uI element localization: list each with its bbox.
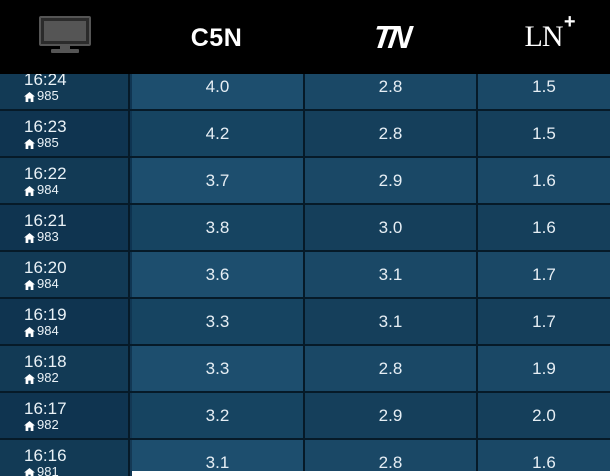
table-row: 16:21 983 3.8 3.0 1.6	[0, 205, 610, 252]
home-icon	[24, 185, 35, 196]
time-label: 16:18	[24, 351, 67, 371]
ln-value: 1.9	[478, 346, 610, 391]
ln-value: 2.0	[478, 393, 610, 438]
ln-header-cell: LN +	[477, 0, 610, 74]
tn-value: 3.1	[305, 252, 478, 297]
home-count-value: 983	[37, 228, 59, 244]
tn-logo: TN	[370, 18, 410, 55]
home-count-value: 982	[37, 416, 59, 432]
tn-value: 2.8	[305, 111, 478, 156]
time-label: 16:17	[24, 398, 67, 418]
monitor-icon	[37, 15, 93, 60]
tn-value: 2.9	[305, 393, 478, 438]
table-row: 16:18 982 3.3 2.8 1.9	[0, 346, 610, 393]
time-cell: 16:20 984	[0, 252, 130, 297]
home-count: 984	[24, 275, 59, 291]
c5n-value: 3.3	[132, 299, 305, 344]
c5n-value: 3.2	[132, 393, 305, 438]
ln-logo-text: LN	[524, 20, 564, 53]
tn-value: 2.8	[305, 346, 478, 391]
home-icon	[24, 138, 35, 149]
home-icon	[24, 373, 35, 384]
home-count-value: 985	[37, 134, 59, 150]
time-label: 16:24	[24, 69, 67, 89]
home-icon	[24, 91, 35, 102]
time-label: 16:22	[24, 163, 67, 183]
ln-value: 1.6	[478, 158, 610, 203]
table-row: 16:23 985 4.2 2.8 1.5	[0, 111, 610, 158]
table-row: 16:17 982 3.2 2.9 2.0	[0, 393, 610, 440]
monitor-header-cell	[0, 0, 130, 74]
home-icon	[24, 326, 35, 337]
home-count-value: 984	[37, 322, 59, 338]
time-label: 16:19	[24, 304, 67, 324]
home-icon	[24, 232, 35, 243]
c5n-logo: C5N	[190, 23, 243, 52]
home-count-value: 981	[37, 463, 59, 476]
c5n-value: 3.3	[132, 346, 305, 391]
c5n-value: 4.2	[132, 111, 305, 156]
time-cell: 16:19 984	[0, 299, 130, 344]
c5n-value: 3.1	[132, 440, 305, 476]
bottom-strip	[132, 471, 610, 476]
channel-header: C5N TN LN +	[0, 0, 610, 74]
ln-logo-plus: +	[563, 11, 576, 33]
time-cell: 16:17 982	[0, 393, 130, 438]
tn-value: 2.8	[305, 440, 478, 476]
c5n-value: 3.6	[132, 252, 305, 297]
home-count-value: 985	[37, 87, 59, 103]
tn-header-cell: TN	[303, 0, 477, 74]
ratings-rows: 16:24 985 4.0 2.8 1.5 16:23 985 4.2 2.8 1.5 16:22 9…	[0, 64, 610, 476]
ln-value: 1.7	[478, 252, 610, 297]
tn-value: 3.1	[305, 299, 478, 344]
home-count: 984	[24, 181, 59, 197]
time-label: 16:23	[24, 116, 67, 136]
home-count-value: 982	[37, 369, 59, 385]
tn-value: 3.0	[305, 205, 478, 250]
ln-value: 1.5	[478, 111, 610, 156]
time-cell: 16:18 982	[0, 346, 130, 391]
home-icon	[24, 420, 35, 431]
time-label: 16:20	[24, 257, 67, 277]
home-count: 985	[24, 134, 59, 150]
home-count: 981	[24, 463, 59, 476]
time-cell: 16:16 981	[0, 440, 130, 476]
table-row: 16:16 981 3.1 2.8 1.6	[0, 440, 610, 476]
tn-value: 2.9	[305, 158, 478, 203]
home-count: 984	[24, 322, 59, 338]
home-count: 985	[24, 87, 59, 103]
c5n-value: 3.7	[132, 158, 305, 203]
time-label: 16:16	[24, 445, 67, 465]
home-count: 982	[24, 416, 59, 432]
home-count-value: 984	[37, 275, 59, 291]
ln-value: 1.6	[478, 440, 610, 476]
home-count-value: 984	[37, 181, 59, 197]
table-row: 16:19 984 3.3 3.1 1.7	[0, 299, 610, 346]
time-cell: 16:22 984	[0, 158, 130, 203]
home-count: 982	[24, 369, 59, 385]
home-icon	[24, 467, 35, 476]
table-row: 16:22 984 3.7 2.9 1.6	[0, 158, 610, 205]
time-cell: 16:23 985	[0, 111, 130, 156]
c5n-value: 3.8	[132, 205, 305, 250]
time-cell: 16:21 983	[0, 205, 130, 250]
home-count: 983	[24, 228, 59, 244]
ln-logo: LN +	[524, 11, 576, 54]
time-label: 16:21	[24, 210, 67, 230]
home-icon	[24, 279, 35, 290]
c5n-header-cell: C5N	[130, 0, 303, 74]
ln-value: 1.6	[478, 205, 610, 250]
ln-value: 1.7	[478, 299, 610, 344]
table-row: 16:20 984 3.6 3.1 1.7	[0, 252, 610, 299]
